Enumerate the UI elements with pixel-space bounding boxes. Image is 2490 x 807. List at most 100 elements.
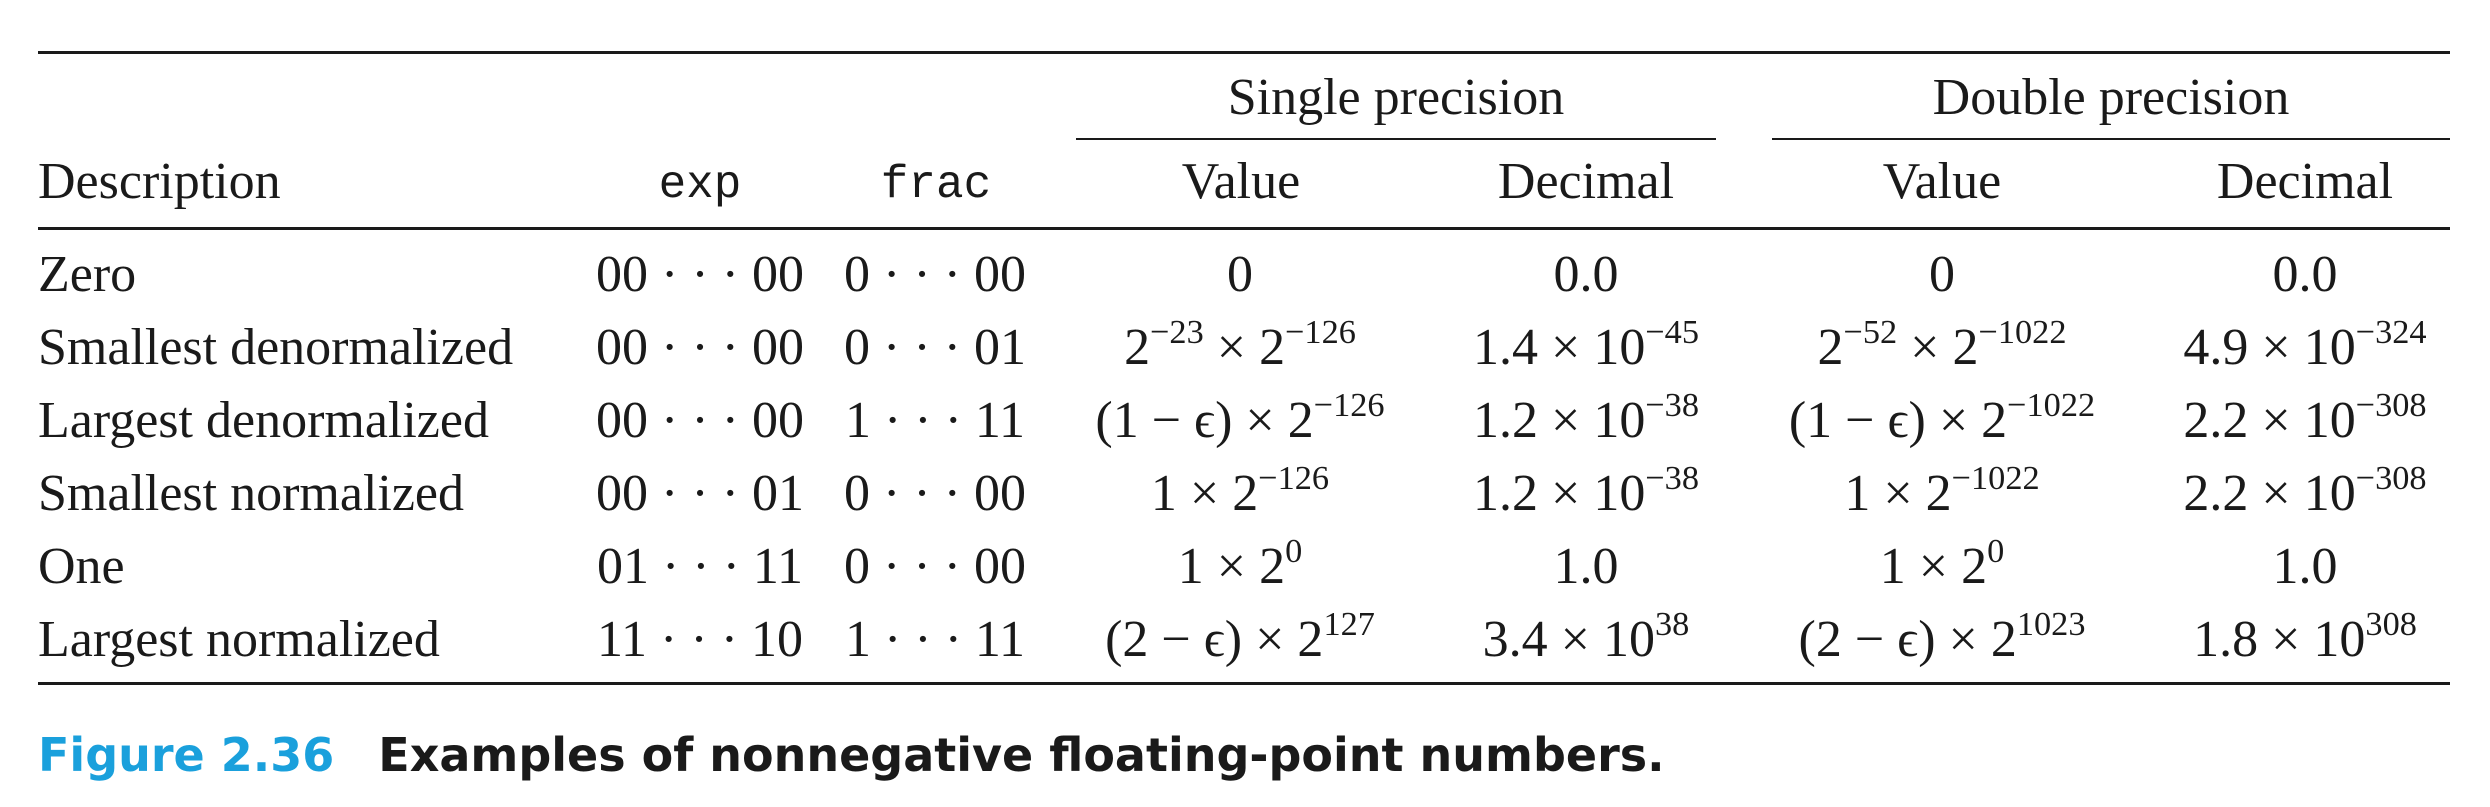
cell-description: Smallest normalized bbox=[38, 465, 465, 522]
value-exponent: −126 bbox=[1285, 312, 1356, 351]
value-exponent: −1022 bbox=[1978, 312, 2067, 351]
cell-dv: 1 × 20 bbox=[1762, 534, 2122, 597]
cell-dd: 2.2 × 10−308 bbox=[2150, 461, 2460, 524]
value-base: 2.2 × 10 bbox=[2183, 392, 2356, 449]
value-exponent: 38 bbox=[1655, 604, 1690, 643]
cell-dv: 1 × 2−1022 bbox=[1762, 461, 2122, 524]
value-base: 0 bbox=[1227, 246, 1253, 303]
value-exponent: 1023 bbox=[2016, 604, 2086, 643]
value-base: (2 − ϵ) × 2 bbox=[1105, 611, 1324, 668]
column-header-single-value: Value bbox=[1181, 153, 1301, 210]
cell-description: Largest normalized bbox=[38, 611, 440, 668]
cell-dd: 1.0 bbox=[2150, 537, 2460, 597]
cell-description: Zero bbox=[38, 246, 137, 303]
value-base: × 2 bbox=[1897, 319, 1979, 376]
term-base: 2 bbox=[1124, 319, 1151, 376]
column-header-double-decimal: Decimal bbox=[2216, 153, 2394, 210]
cell-exp: 11 · · · 10 bbox=[596, 611, 804, 668]
cell-dv: 0 bbox=[1762, 245, 2122, 305]
value-base: 1 × 2 bbox=[1177, 538, 1286, 595]
column-header-description: Description bbox=[38, 153, 281, 210]
value-base: 0.0 bbox=[1553, 246, 1619, 303]
value-base: 1 × 2 bbox=[1844, 465, 1952, 522]
cell-dd: 0.0 bbox=[2150, 245, 2460, 305]
value-base: (1 − ϵ) × 2 bbox=[1788, 392, 2008, 449]
cell-description: One bbox=[38, 538, 125, 595]
group-header-single-precision: Single precision bbox=[1227, 69, 1565, 126]
figure-title: Examples of nonnegative floating-point n… bbox=[378, 728, 1665, 782]
value-base: 1 × 2 bbox=[1879, 538, 1988, 595]
value-exponent: 127 bbox=[1323, 604, 1375, 643]
column-header-single-decimal: Decimal bbox=[1497, 153, 1675, 210]
cell-sv: 0 bbox=[1070, 245, 1410, 305]
column-header-double-value: Value bbox=[1882, 153, 2002, 210]
double-precision-underline bbox=[1772, 138, 2450, 140]
value-exponent: −38 bbox=[1645, 385, 1699, 424]
single-precision-underline bbox=[1076, 138, 1716, 140]
cell-exp: 00 · · · 00 bbox=[596, 392, 804, 449]
cell-sv: (2 − ϵ) × 2127 bbox=[1070, 607, 1410, 670]
value-exponent: 0 bbox=[1987, 531, 2005, 570]
value-base: × 2 bbox=[1203, 319, 1286, 376]
value-base: 4.9 × 10 bbox=[2183, 319, 2356, 376]
value-exponent: 308 bbox=[2365, 604, 2417, 643]
figure-caption: Figure 2.36 Examples of nonnegative float… bbox=[38, 720, 1665, 790]
cell-exp: 01 · · · 11 bbox=[596, 538, 804, 595]
cell-sv: 2−23 × 2−126 bbox=[1070, 315, 1410, 378]
cell-frac: 0 · · · 00 bbox=[844, 538, 1026, 595]
value-base: 1.0 bbox=[2272, 538, 2338, 595]
value-base: (1 − ϵ) × 2 bbox=[1095, 392, 1314, 449]
term-exponent: −23 bbox=[1150, 312, 1204, 351]
value-base: 1.0 bbox=[1553, 538, 1619, 595]
bottom-rule bbox=[38, 682, 2450, 685]
cell-frac: 1 · · · 11 bbox=[844, 392, 1026, 449]
cell-description: Largest denormalized bbox=[38, 392, 489, 449]
value-base: 0.0 bbox=[2272, 246, 2338, 303]
cell-dd: 2.2 × 10−308 bbox=[2150, 388, 2460, 451]
cell-exp: 00 · · · 00 bbox=[596, 319, 804, 376]
value-exponent: −308 bbox=[2355, 385, 2427, 424]
value-base: 1.2 × 10 bbox=[1473, 465, 1646, 522]
top-rule bbox=[38, 51, 2450, 54]
cell-frac: 0 · · · 00 bbox=[844, 246, 1026, 303]
value-base: 2.2 × 10 bbox=[2183, 465, 2356, 522]
cell-sd: 3.4 × 1038 bbox=[1436, 607, 1736, 670]
term-base: 2 bbox=[1817, 319, 1844, 376]
value-exponent: −1022 bbox=[1951, 458, 2040, 497]
cell-exp: 00 · · · 01 bbox=[596, 465, 804, 522]
column-header-frac: frac bbox=[880, 159, 992, 211]
cell-sv: 1 × 20 bbox=[1070, 534, 1410, 597]
value-exponent: −126 bbox=[1313, 385, 1385, 424]
cell-dd: 4.9 × 10−324 bbox=[2150, 315, 2460, 378]
term-exponent: −52 bbox=[1843, 312, 1898, 351]
group-header-double-precision: Double precision bbox=[1932, 69, 2290, 126]
cell-sv: 1 × 2−126 bbox=[1070, 461, 1410, 524]
value-exponent: −324 bbox=[2355, 312, 2427, 351]
value-exponent: 0 bbox=[1285, 531, 1303, 570]
cell-description: Smallest denormalized bbox=[38, 319, 514, 376]
cell-dv: (2 − ϵ) × 21023 bbox=[1762, 607, 2122, 670]
cell-dd: 1.8 × 10308 bbox=[2150, 607, 2460, 670]
cell-sd: 1.4 × 10−45 bbox=[1436, 315, 1736, 378]
cell-dv: (1 − ϵ) × 2−1022 bbox=[1762, 388, 2122, 451]
figure-label: Figure 2.36 bbox=[38, 728, 335, 782]
cell-sd: 1.0 bbox=[1436, 537, 1736, 597]
value-exponent: −308 bbox=[2355, 458, 2427, 497]
cell-dv: 2−52 × 2−1022 bbox=[1762, 315, 2122, 378]
value-base: 0 bbox=[1929, 246, 1955, 303]
value-exponent: −126 bbox=[1258, 458, 1330, 497]
value-base: 1 × 2 bbox=[1150, 465, 1259, 522]
value-base: (2 − ϵ) × 2 bbox=[1798, 611, 2017, 668]
cell-sd: 0.0 bbox=[1436, 245, 1736, 305]
cell-sd: 1.2 × 10−38 bbox=[1436, 461, 1736, 524]
cell-sv: (1 − ϵ) × 2−126 bbox=[1070, 388, 1410, 451]
cell-frac: 0 · · · 01 bbox=[844, 319, 1026, 376]
value-base: 1.8 × 10 bbox=[2193, 611, 2366, 668]
value-exponent: −38 bbox=[1645, 458, 1699, 497]
header-rule bbox=[38, 227, 2450, 230]
cell-sd: 1.2 × 10−38 bbox=[1436, 388, 1736, 451]
value-base: 3.4 × 10 bbox=[1482, 611, 1655, 668]
cell-frac: 1 · · · 11 bbox=[844, 611, 1026, 668]
value-exponent: −45 bbox=[1645, 312, 1699, 351]
